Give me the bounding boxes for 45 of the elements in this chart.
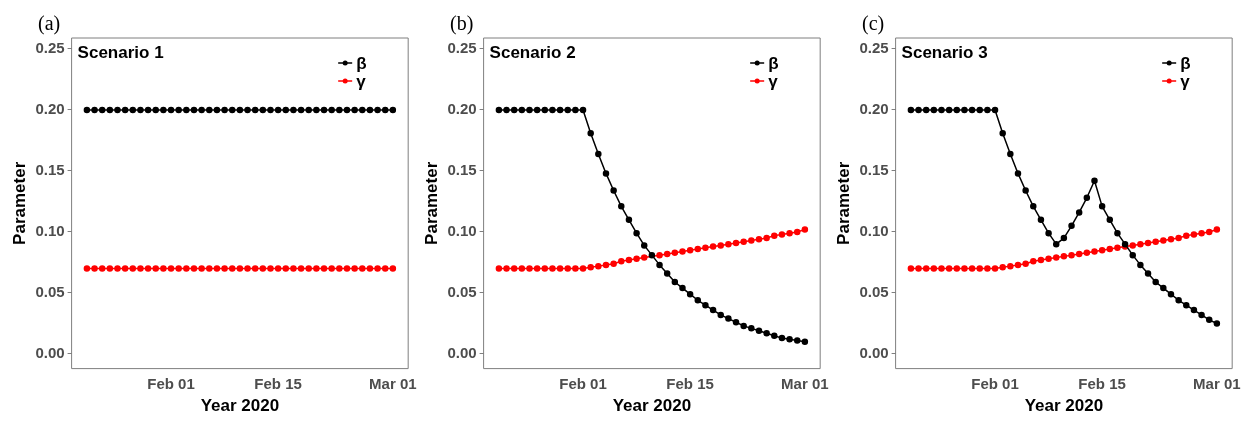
y-tick-label: 0.15 xyxy=(859,161,889,179)
y-tick-label: 0.25 xyxy=(35,39,65,57)
x-tick-label: Feb 01 xyxy=(559,374,607,392)
legend-label: β xyxy=(1180,54,1191,73)
legend-label: β xyxy=(356,54,367,73)
text: (c) xyxy=(862,12,885,35)
legend-label: γ xyxy=(1180,72,1191,91)
y-tick-label: 0.10 xyxy=(447,222,477,240)
y-axis-title: Parameter xyxy=(421,161,441,245)
y-tick-label: 0.20 xyxy=(859,100,889,118)
y-axis-title: Parameter xyxy=(9,161,29,245)
y-tick-label: 0.10 xyxy=(35,222,65,240)
y-tick-label: 0.05 xyxy=(35,283,65,301)
y-tick-label: 0.25 xyxy=(447,39,477,57)
x-tick-label: Feb 01 xyxy=(147,374,195,392)
y-axis-title: Parameter xyxy=(833,161,853,245)
y-tick-label: 0.15 xyxy=(447,161,477,179)
y-tick-label: 0.25 xyxy=(859,39,889,57)
legend-label: γ xyxy=(768,72,779,91)
y-tick-label: 0.05 xyxy=(447,283,477,301)
x-tick-label: Feb 15 xyxy=(666,374,714,392)
text: (b) xyxy=(450,12,474,35)
chart-title: Scenario 1 xyxy=(77,43,164,62)
y-tick-label: 0.10 xyxy=(859,222,889,240)
legend-label: γ xyxy=(356,72,367,91)
y-tick-label: 0.00 xyxy=(447,344,477,362)
y-tick-label: 0.20 xyxy=(447,100,477,118)
x-tick-label: Mar 01 xyxy=(369,374,417,392)
y-tick-label: 0.15 xyxy=(35,161,65,179)
y-tick-label: 0.00 xyxy=(859,344,889,362)
x-tick-label: Feb 15 xyxy=(1078,374,1126,392)
text: (a) xyxy=(38,12,61,35)
x-tick-label: Feb 01 xyxy=(971,374,1019,392)
x-axis-title: Year 2020 xyxy=(1024,396,1104,416)
chart-title: Scenario 2 xyxy=(489,43,576,62)
y-tick-label: 0.00 xyxy=(35,344,65,362)
y-tick-label: 0.20 xyxy=(35,100,65,118)
chart-title: Scenario 3 xyxy=(901,43,988,62)
x-tick-label: Mar 01 xyxy=(1193,374,1241,392)
legend-label: β xyxy=(768,54,779,73)
x-tick-label: Mar 01 xyxy=(781,374,829,392)
x-axis-title: Year 2020 xyxy=(612,396,692,416)
y-tick-label: 0.05 xyxy=(859,283,889,301)
x-tick-label: Feb 15 xyxy=(254,374,302,392)
x-axis-title: Year 2020 xyxy=(200,396,280,416)
